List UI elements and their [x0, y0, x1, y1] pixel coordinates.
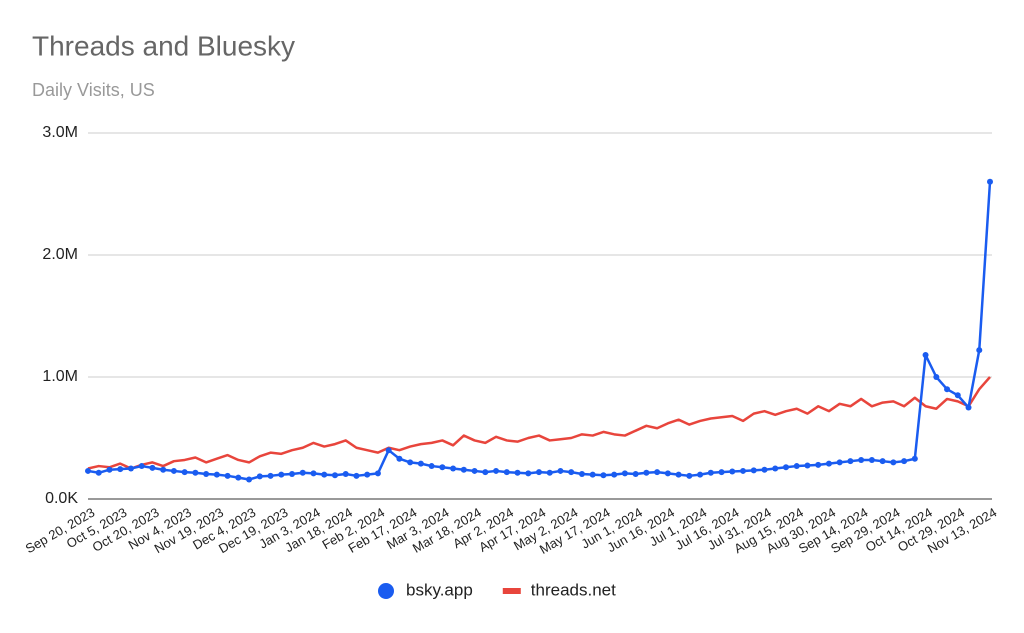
data-point	[933, 374, 940, 380]
data-point	[836, 459, 843, 466]
data-point	[987, 178, 993, 185]
data-point	[772, 465, 779, 472]
data-point	[353, 472, 360, 479]
data-point	[203, 470, 210, 477]
data-point	[643, 469, 650, 476]
data-point	[299, 469, 306, 476]
data-point	[976, 347, 983, 354]
data-point	[944, 386, 951, 393]
data-point	[890, 459, 897, 466]
data-point	[407, 459, 414, 466]
legend-symbol	[378, 583, 394, 599]
data-point	[901, 458, 908, 465]
data-point	[310, 470, 317, 477]
data-point	[160, 466, 167, 473]
data-point	[385, 447, 392, 454]
data-point	[536, 469, 542, 476]
data-point	[213, 471, 220, 478]
data-point	[718, 469, 725, 476]
data-point	[664, 470, 671, 477]
data-point	[825, 460, 832, 467]
data-point	[697, 471, 704, 478]
data-point	[965, 404, 972, 411]
chart-title: Threads and Bluesky	[32, 30, 295, 61]
data-point	[621, 470, 628, 477]
data-point	[675, 471, 682, 478]
data-point	[578, 470, 585, 477]
data-point	[95, 469, 102, 476]
data-point	[868, 456, 875, 463]
data-point	[267, 472, 274, 479]
data-point	[192, 469, 199, 476]
data-point	[911, 455, 918, 462]
data-point	[750, 467, 757, 474]
data-point	[417, 460, 424, 467]
data-point	[374, 470, 381, 477]
y-tick-label: 1.0M	[42, 368, 78, 385]
data-point	[181, 469, 188, 476]
data-point	[289, 470, 296, 477]
data-point	[525, 470, 532, 477]
data-point	[364, 471, 371, 478]
data-point	[127, 465, 134, 472]
data-point	[246, 476, 253, 483]
data-point	[235, 474, 242, 481]
data-point	[804, 462, 811, 469]
data-point	[224, 472, 231, 479]
data-point	[170, 467, 177, 474]
data-point	[847, 458, 854, 465]
data-point	[428, 463, 435, 470]
data-point	[149, 464, 156, 471]
y-tick-label: 3.0M	[42, 124, 78, 141]
data-point	[493, 467, 500, 474]
data-point	[611, 471, 618, 478]
data-point	[482, 469, 489, 476]
data-point	[471, 467, 478, 474]
data-point	[117, 466, 124, 473]
data-point	[589, 471, 596, 478]
data-point	[557, 467, 564, 474]
data-point	[321, 471, 328, 478]
data-point	[922, 352, 929, 359]
legend-item: threads.net	[502, 580, 616, 599]
data-point	[256, 473, 263, 480]
data-point	[568, 469, 575, 476]
series-line	[87, 376, 991, 470]
legend-label: threads.net	[531, 580, 616, 599]
data-point	[450, 465, 457, 472]
data-point	[503, 469, 510, 476]
data-point	[782, 464, 789, 471]
data-point	[858, 456, 865, 463]
chart-subtitle: Daily Visits, US	[32, 80, 155, 100]
data-point	[106, 466, 113, 473]
data-point	[138, 463, 145, 470]
data-point	[879, 458, 886, 465]
data-point	[686, 472, 693, 479]
data-point	[793, 463, 800, 470]
data-point	[439, 464, 446, 471]
data-point	[654, 469, 661, 476]
data-point	[396, 455, 403, 462]
data-point	[815, 461, 822, 468]
legend-label: bsky.app	[406, 580, 473, 599]
data-point	[85, 467, 91, 474]
legend-item: bsky.app	[378, 580, 473, 599]
data-point	[600, 472, 607, 479]
y-tick-label: 2.0M	[42, 246, 78, 263]
data-point	[954, 392, 961, 399]
data-point	[278, 471, 285, 478]
data-point	[546, 469, 553, 476]
data-point	[729, 468, 736, 475]
data-point	[761, 466, 768, 473]
data-point	[740, 467, 747, 474]
data-point	[707, 469, 714, 476]
data-point	[460, 466, 467, 473]
data-point	[632, 470, 639, 477]
data-point	[331, 472, 338, 479]
legend-symbol	[502, 588, 521, 594]
y-tick-label: 0.0K	[45, 490, 78, 507]
data-point	[342, 470, 349, 477]
data-point	[514, 469, 521, 476]
